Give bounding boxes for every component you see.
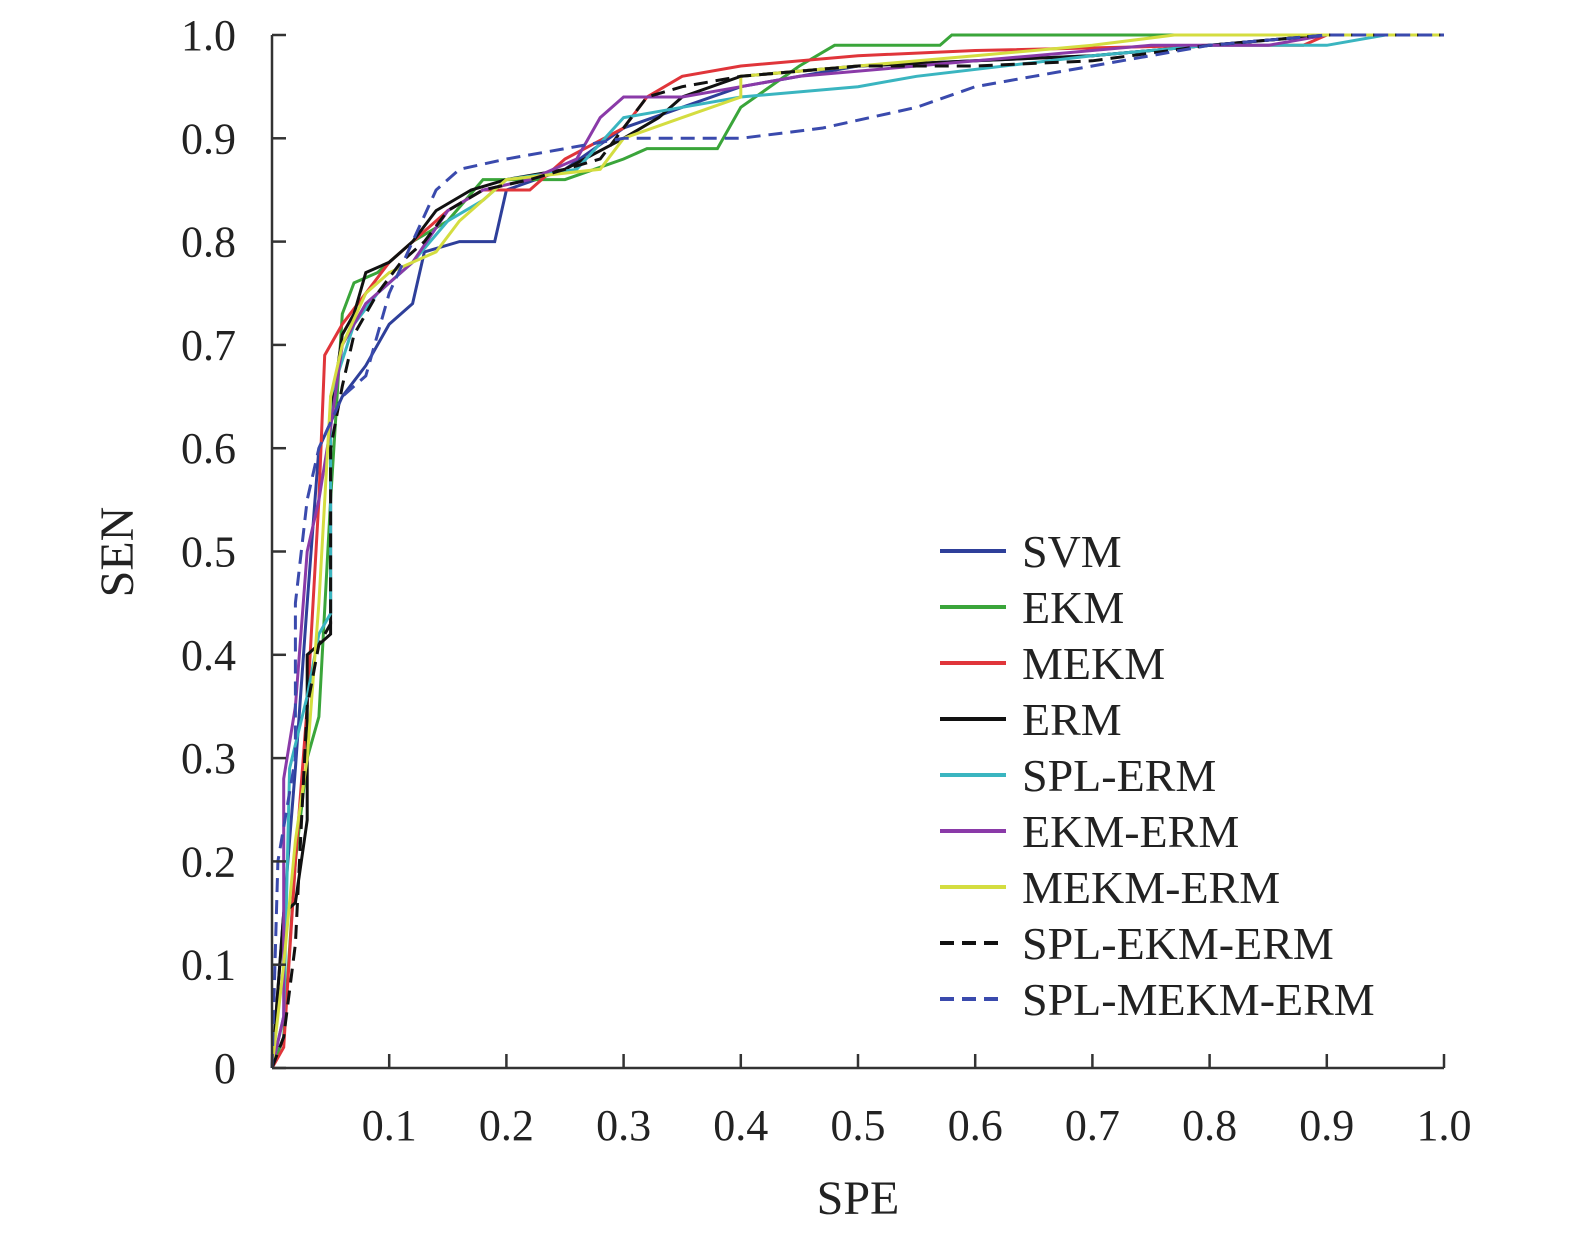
y-tick-label: 0.4 bbox=[181, 631, 236, 680]
x-axis-label: SPE bbox=[817, 1172, 900, 1225]
x-tick-label: 0.1 bbox=[362, 1101, 417, 1150]
y-tick-label: 0.1 bbox=[181, 941, 236, 990]
x-tick-label: 0.6 bbox=[948, 1101, 1003, 1150]
legend: SVMEKMMEKMERMSPL-ERMEKM-ERMMEKM-ERMSPL-E… bbox=[940, 526, 1375, 1025]
y-tick-label: 0.3 bbox=[181, 734, 236, 783]
x-tick-label: 0.8 bbox=[1182, 1101, 1237, 1150]
series-line-mekm bbox=[270, 33, 1444, 1069]
series-line-spl-ekm-erm bbox=[270, 33, 1444, 1069]
series-line-ekm-erm bbox=[270, 33, 1444, 1069]
legend-label-spl-ekm-erm: SPL-EKM-ERM bbox=[1022, 918, 1334, 969]
x-tick-label: 0.2 bbox=[479, 1101, 534, 1150]
legend-label-svm: SVM bbox=[1022, 526, 1122, 577]
legend-label-erm: ERM bbox=[1022, 694, 1122, 745]
y-tick-label: 0.2 bbox=[181, 837, 236, 886]
series-line-spl-mekm-erm bbox=[270, 33, 1444, 1069]
y-tick-label: 1.0 bbox=[181, 11, 236, 60]
legend-label-mekm: MEKM bbox=[1022, 638, 1165, 689]
x-tick-label: 1.0 bbox=[1417, 1101, 1472, 1150]
series-line-erm bbox=[270, 33, 1444, 1069]
y-tick-label: 0.7 bbox=[181, 321, 236, 370]
x-tick-label: 0.4 bbox=[713, 1101, 768, 1150]
legend-label-mekm-erm: MEKM-ERM bbox=[1022, 862, 1280, 913]
x-tick-label: 0.7 bbox=[1065, 1101, 1120, 1150]
axes-layer: 0 0.1 0.2 0.3 0.4 0.5 0.6 0.7 0.8 0.9 1.0 0.1 0.2 0.3… bbox=[181, 11, 1472, 1150]
y-tick-label: 0 bbox=[214, 1044, 236, 1093]
y-tick-label: 0.8 bbox=[181, 218, 236, 267]
y-axis-label: SEN bbox=[91, 507, 144, 598]
series-line-mekm-erm bbox=[270, 33, 1444, 1069]
y-tick-label: 0.6 bbox=[181, 424, 236, 473]
legend-label-ekm: EKM bbox=[1022, 582, 1124, 633]
series-line-svm bbox=[270, 33, 1444, 1069]
x-tick-label: 0.3 bbox=[596, 1101, 651, 1150]
series-layer bbox=[270, 33, 1444, 1069]
series-line-ekm bbox=[270, 33, 1444, 1069]
legend-label-spl-mekm-erm: SPL-MEKM-ERM bbox=[1022, 974, 1375, 1025]
legend-label-spl-erm: SPL-ERM bbox=[1022, 750, 1216, 801]
x-tick-label: 0.9 bbox=[1299, 1101, 1354, 1150]
y-tick-label: 0.9 bbox=[181, 114, 236, 163]
x-tick-label: 0.5 bbox=[831, 1101, 886, 1150]
y-tick-label: 0.5 bbox=[181, 528, 236, 577]
legend-label-ekm-erm: EKM-ERM bbox=[1022, 806, 1239, 857]
series-line-spl-erm bbox=[270, 33, 1444, 1069]
